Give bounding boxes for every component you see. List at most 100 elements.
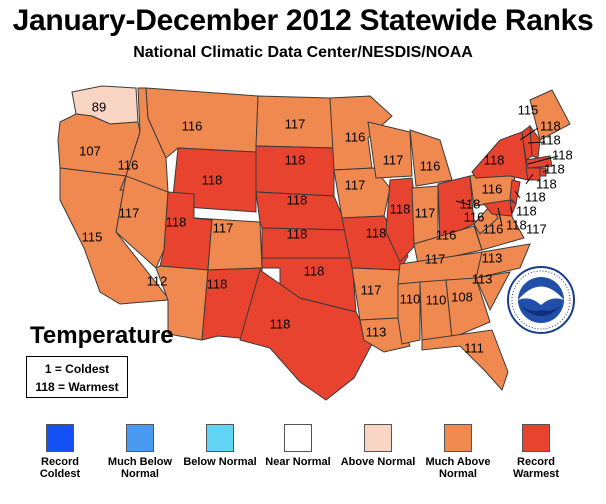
rank-label-sc: 113 <box>472 271 493 286</box>
rank-label-nv: 117 <box>119 205 140 220</box>
legend-item: Much Below Normal <box>100 424 180 480</box>
state-tx <box>239 269 373 401</box>
key-warmest: 118 = Warmest <box>35 380 119 394</box>
rank-label-ia: 117 <box>345 177 366 192</box>
state-nc <box>475 243 531 279</box>
rank-label-ma: 118 <box>552 147 573 162</box>
state-la <box>359 317 411 353</box>
legend-swatch <box>522 424 550 452</box>
rank-label-md: 118 <box>506 217 527 232</box>
rank-label-pa: 116 <box>482 181 503 196</box>
legend-item: Record Coldest <box>20 424 100 480</box>
legend-swatch <box>364 424 392 452</box>
state-or <box>57 113 141 177</box>
rank-label-ok: 118 <box>304 263 325 278</box>
legend-label: Above Normal <box>340 456 416 468</box>
rank-label-nd: 117 <box>285 116 306 131</box>
rank-label-az: 112 <box>147 273 168 288</box>
rank-label-co: 117 <box>213 220 234 235</box>
legend-item: Near Normal <box>258 424 338 468</box>
state-ga <box>445 277 491 339</box>
rank-label-fl: 111 <box>464 340 484 355</box>
rank-label-wv: 116 <box>464 209 485 224</box>
rank-label-nc: 113 <box>482 250 503 265</box>
temperature-heading: Temperature <box>30 322 174 349</box>
rank-label-il: 118 <box>390 201 411 216</box>
leader-line-nh <box>527 141 546 144</box>
legend-label: Below Normal <box>183 456 257 468</box>
legend-label: Much Below Normal <box>107 456 173 480</box>
rank-label-ct: 118 <box>536 176 557 191</box>
rank-label-me: 115 <box>518 102 539 117</box>
key-coldest: 1 = Coldest <box>44 362 110 376</box>
rank-label-wy: 118 <box>202 172 223 187</box>
leader-line-oh <box>455 200 471 206</box>
state-sc <box>475 271 511 312</box>
leader-line-ma <box>527 155 559 165</box>
leader-line-md <box>497 207 503 227</box>
rank-label-la: 113 <box>366 324 387 339</box>
rank-label-vt: 118 <box>540 118 561 133</box>
legend-label: Much Above Normal <box>425 456 491 480</box>
legend-swatch <box>126 424 154 452</box>
state-ms <box>397 281 421 345</box>
state-me <box>529 89 571 141</box>
rank-label-ca: 115 <box>82 229 103 244</box>
state-fl <box>421 329 509 391</box>
legend-item: Above Normal <box>338 424 418 468</box>
state-nv <box>115 175 169 269</box>
legend-swatch <box>206 424 234 452</box>
rank-label-id: 116 <box>118 157 139 172</box>
rank-label-mn: 116 <box>345 129 366 144</box>
leader-line-nj <box>514 190 521 199</box>
rank-label-oh: 118 <box>460 196 481 211</box>
rank-label-mt: 116 <box>182 118 203 133</box>
legend-item: Below Normal <box>180 424 260 468</box>
rank-label-ky: 116 <box>436 227 457 242</box>
leader-line-de <box>510 206 513 213</box>
map-title: January-December 2012 Statewide Ranks <box>12 4 594 37</box>
rank-label-ga: 108 <box>451 289 473 304</box>
rank-label-va_callout: 117 <box>526 221 547 236</box>
rank-label-nm: 118 <box>207 276 228 291</box>
rank-label-wi: 117 <box>383 152 404 167</box>
leader-line-ct <box>525 173 534 185</box>
rank-labels-layer: 8910711511611711611811811211711811711811… <box>79 99 573 355</box>
rank-label-nh: 118 <box>540 132 561 147</box>
legend-label: Near Normal <box>265 456 331 468</box>
rank-label-tx: 118 <box>270 316 291 331</box>
legend-swatch <box>284 424 312 452</box>
rank-label-nj: 118 <box>525 189 546 204</box>
rank-label-al: 110 <box>426 292 447 307</box>
legend-label: Record Warmest <box>512 456 560 480</box>
leader-lines <box>455 127 559 227</box>
map-subtitle: National Climatic Data Center/NESDIS/NOA… <box>133 44 473 61</box>
rank-key: 1 = Coldest 118 = Warmest <box>26 356 128 398</box>
noaa-logo-icon <box>507 266 575 334</box>
rank-label-ne: 118 <box>287 192 308 207</box>
legend-item: Record Warmest <box>496 424 576 480</box>
state-wi <box>367 121 413 179</box>
leader-line-vt <box>519 127 539 141</box>
leader-line-ri <box>542 169 549 173</box>
rank-label-ar: 117 <box>361 282 382 297</box>
legend-label: Record Coldest <box>39 456 81 480</box>
rank-label-or: 107 <box>79 143 101 158</box>
legend-swatch <box>46 424 74 452</box>
rank-label-in: 117 <box>415 205 436 220</box>
rank-label-tn: 117 <box>425 251 446 266</box>
state-il <box>385 177 421 263</box>
rank-label-mi: 116 <box>420 158 441 173</box>
rank-label-ny: 118 <box>484 152 505 167</box>
rank-label-ks: 118 <box>287 226 308 241</box>
rank-label-wa: 89 <box>92 99 106 114</box>
states-layer <box>57 85 571 401</box>
rank-label-va: 116 <box>483 221 504 236</box>
rank-label-ut: 118 <box>166 214 187 229</box>
rank-label-ms: 110 <box>400 291 421 306</box>
legend-item: Much Above Normal <box>418 424 498 480</box>
rank-label-sd: 118 <box>285 152 306 167</box>
state-ia <box>333 167 391 219</box>
rank-label-mo: 118 <box>366 225 387 240</box>
